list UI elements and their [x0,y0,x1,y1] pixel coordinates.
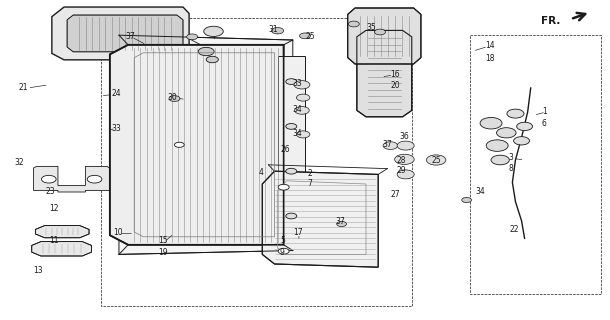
Text: 19: 19 [159,248,168,257]
Circle shape [491,155,509,165]
Circle shape [462,197,472,203]
Text: 33: 33 [293,79,303,88]
Text: 2: 2 [307,169,312,178]
Circle shape [480,117,502,129]
Text: 25: 25 [431,156,441,165]
Circle shape [271,28,284,34]
Circle shape [285,124,297,129]
Circle shape [169,96,180,101]
Text: 10: 10 [113,228,123,237]
Text: 33: 33 [111,124,121,133]
Circle shape [395,154,414,164]
Polygon shape [278,56,305,238]
Text: 22: 22 [509,225,519,234]
Circle shape [348,21,359,27]
Circle shape [294,81,310,89]
Circle shape [285,79,297,84]
Polygon shape [34,166,110,192]
Text: 28: 28 [396,156,406,165]
Circle shape [514,137,529,145]
Text: 13: 13 [33,266,43,275]
Circle shape [174,142,184,147]
Text: 21: 21 [18,83,28,92]
Text: 11: 11 [49,236,59,245]
Polygon shape [52,7,189,60]
Circle shape [278,248,289,254]
Text: 32: 32 [15,158,24,167]
Text: 6: 6 [542,119,547,128]
Polygon shape [67,15,183,52]
Text: 15: 15 [159,236,168,245]
Circle shape [300,33,310,39]
Circle shape [285,213,297,219]
Text: 8: 8 [509,164,514,173]
Text: 37: 37 [125,32,135,41]
Text: 30: 30 [168,93,178,102]
Text: 34: 34 [293,105,303,114]
Text: 14: 14 [485,41,495,50]
Circle shape [296,131,310,138]
Polygon shape [35,226,89,238]
Circle shape [426,155,446,165]
Polygon shape [32,242,92,256]
Circle shape [295,107,309,114]
Text: 29: 29 [396,166,406,175]
Circle shape [507,109,524,118]
Text: 35: 35 [366,23,376,32]
Text: 27: 27 [390,190,400,199]
Circle shape [486,140,508,151]
Text: 4: 4 [259,168,264,177]
Polygon shape [119,35,293,254]
Circle shape [187,34,198,40]
Text: 34: 34 [293,129,303,138]
Text: 31: 31 [268,25,278,34]
Text: 12: 12 [49,204,59,213]
Text: 1: 1 [542,107,547,116]
Text: 20: 20 [390,81,400,90]
Circle shape [206,56,218,63]
Polygon shape [348,8,421,64]
Polygon shape [357,30,412,117]
Text: 9: 9 [280,248,285,257]
Circle shape [87,175,102,183]
Circle shape [285,168,297,174]
Circle shape [41,175,56,183]
Polygon shape [262,171,378,267]
Circle shape [278,184,289,190]
Circle shape [383,142,398,149]
Circle shape [497,128,516,138]
Circle shape [517,122,533,131]
Text: 36: 36 [399,132,409,141]
Text: FR.: FR. [540,16,560,26]
Text: 7: 7 [307,179,312,188]
Circle shape [397,170,414,179]
Polygon shape [110,45,284,245]
Text: 18: 18 [485,54,495,63]
Text: 16: 16 [390,70,400,79]
Circle shape [397,141,414,150]
Text: 3: 3 [509,153,514,162]
Text: 37: 37 [382,140,392,149]
Text: 25: 25 [305,32,315,41]
Text: 5: 5 [280,236,285,245]
Text: 17: 17 [293,228,303,237]
Circle shape [375,29,386,35]
Circle shape [337,221,346,227]
Text: 34: 34 [476,187,486,196]
Circle shape [204,26,223,36]
Text: 26: 26 [281,145,290,154]
Circle shape [296,94,310,101]
Text: 24: 24 [111,89,121,98]
Text: 23: 23 [46,187,56,196]
Circle shape [198,47,214,56]
Text: 37: 37 [336,217,345,226]
